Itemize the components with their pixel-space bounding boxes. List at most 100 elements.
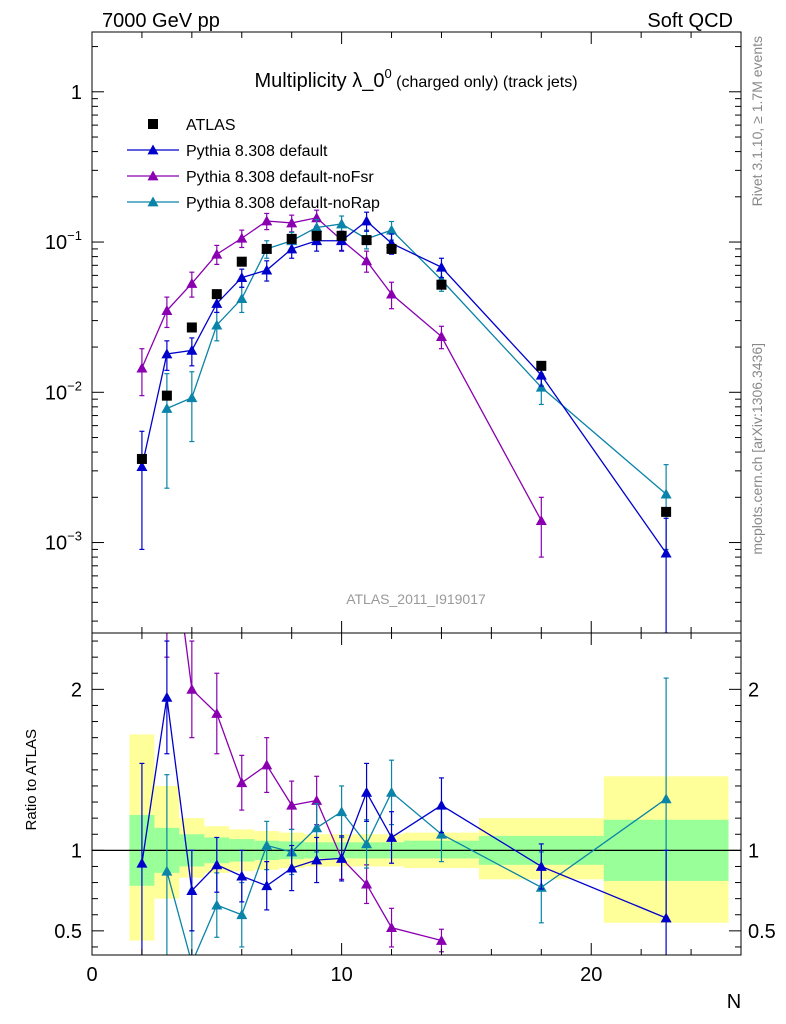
y-tick-label-base: 10 [45,232,67,254]
ratio-point-default [161,691,173,702]
point-noFsr [535,515,547,525]
point-noFsr [386,288,398,299]
ratio-point-noRap [186,958,197,968]
ratio-point-noRap [236,909,248,920]
point-atlas [336,230,347,241]
point-noRap [535,381,547,392]
point-default [236,272,248,282]
point-atlas [261,243,272,254]
point-atlas [186,322,197,333]
main-panel: 10−310−210−11 Multiplicity λ_00 (charged… [45,31,742,634]
point-noFsr [236,232,248,243]
legend-label-noRap: Pythia 8.308 default-noRap [186,195,380,212]
ratio-point-noRap [361,838,373,849]
point-atlas [536,360,547,371]
ratio-y-tick-label: 0.5 [54,921,82,943]
y-tick-label-exponent: −2 [67,378,82,393]
ratio-panel: 0 10 20 0.5 0.5 1 1 2 2 Ratio to ATLAS N [23,491,776,1013]
ratio-point-default [211,859,223,870]
chart-title-sup: 0 [384,66,391,81]
y-tick-label-base: 10 [45,533,67,555]
point-default [211,297,223,308]
point-atlas [161,390,172,401]
ratio-point-noFsr [261,759,273,770]
main-panel-axes: 10−310−210−11 [45,32,742,633]
point-default [186,344,198,355]
ratio-point-noRap [660,793,672,804]
point-noFsr [261,215,273,226]
point-noFsr [161,305,173,315]
point-atlas [236,256,247,267]
ratio-point-noFsr [311,794,323,805]
x-tick-label: 0 [86,964,97,986]
point-default [361,215,373,226]
legend-marker-noFsr [147,170,159,181]
y-tick-label: 10−1 [45,228,82,254]
ratio-point-default [136,857,148,868]
point-noFsr [136,362,148,373]
y-tick-label: 10−3 [45,529,82,555]
header-left-label: 7000 GeV pp [102,10,220,32]
point-noRap [211,319,223,330]
ratio-panel-frame [91,632,742,956]
point-atlas [311,230,322,241]
point-atlas [661,506,672,517]
chart-title: Multiplicity λ_00 (charged only) (track … [254,66,577,92]
ratio-point-noFsr [161,491,172,501]
point-noRap [236,293,248,304]
legend-marker-default [147,144,159,155]
point-default [286,243,298,254]
ratio-point-default [236,870,248,881]
point-noFsr [211,248,223,259]
point-noRap [336,218,348,229]
ratio-point-default [261,880,273,891]
point-noRap [186,392,198,403]
legend-label-noFsr: Pythia 8.308 default-noFsr [186,169,374,186]
y-tick-label-base: 1 [71,82,82,104]
ratio-y-tick-label: 1 [71,840,82,862]
point-default [261,264,273,275]
ratio-point-noFsr [361,878,373,889]
ratio-point-noRap [311,822,323,833]
point-noFsr [186,277,198,288]
ratio-y-tick-label-right: 2 [748,679,759,701]
ratio-y-tick-label-right: 0.5 [748,921,776,943]
x-axis-label: N [727,991,741,1013]
y-tick-label-base: 10 [45,382,67,404]
ratio-point-noRap [261,840,273,850]
y-tick-label-exponent: −1 [67,228,82,243]
ratio-panel-axes: 0 10 20 0.5 0.5 1 1 2 2 [54,633,776,986]
x-tick-label: 10 [330,964,352,986]
ratio-y-tick-label-right: 1 [748,840,759,862]
ratio-point-default [186,885,198,895]
ratio-point-noFsr [236,777,248,788]
chart-title-tail: (charged only) (track jets) [392,74,578,91]
legend-label-default: Pythia 8.308 default [186,143,328,160]
ratio-y-axis-label: Ratio to ATLAS [23,729,40,830]
ratio-panel-data [92,491,741,968]
ratio-point-default [660,912,672,923]
ratio-point-noRap [161,865,173,876]
point-atlas [386,243,397,254]
rivet-version-label: Rivet 3.1.10, ≥ 1.7M events [749,36,765,206]
ratio-point-noFsr [286,799,298,810]
main-panel-data [136,209,672,633]
point-default [660,547,672,558]
point-noFsr [435,331,447,341]
point-noRap [660,488,672,499]
legend-label-atlas: ATLAS [186,117,236,134]
point-noRap [161,403,173,413]
point-default [136,461,148,472]
ratio-point-noRap [211,899,223,910]
ratio-y-tick-label: 2 [71,679,82,701]
ratio-point-default [535,860,547,871]
legend-marker-atlas [148,119,158,129]
chart-title-main: Multiplicity λ_0 [254,70,384,92]
ratio-line-default [141,697,667,919]
point-atlas [211,289,222,300]
ratio-point-default [386,831,398,842]
point-noFsr [311,212,323,223]
point-atlas [436,279,447,290]
legend: ATLAS Pythia 8.308 default Pythia 8.308 de… [127,117,380,212]
